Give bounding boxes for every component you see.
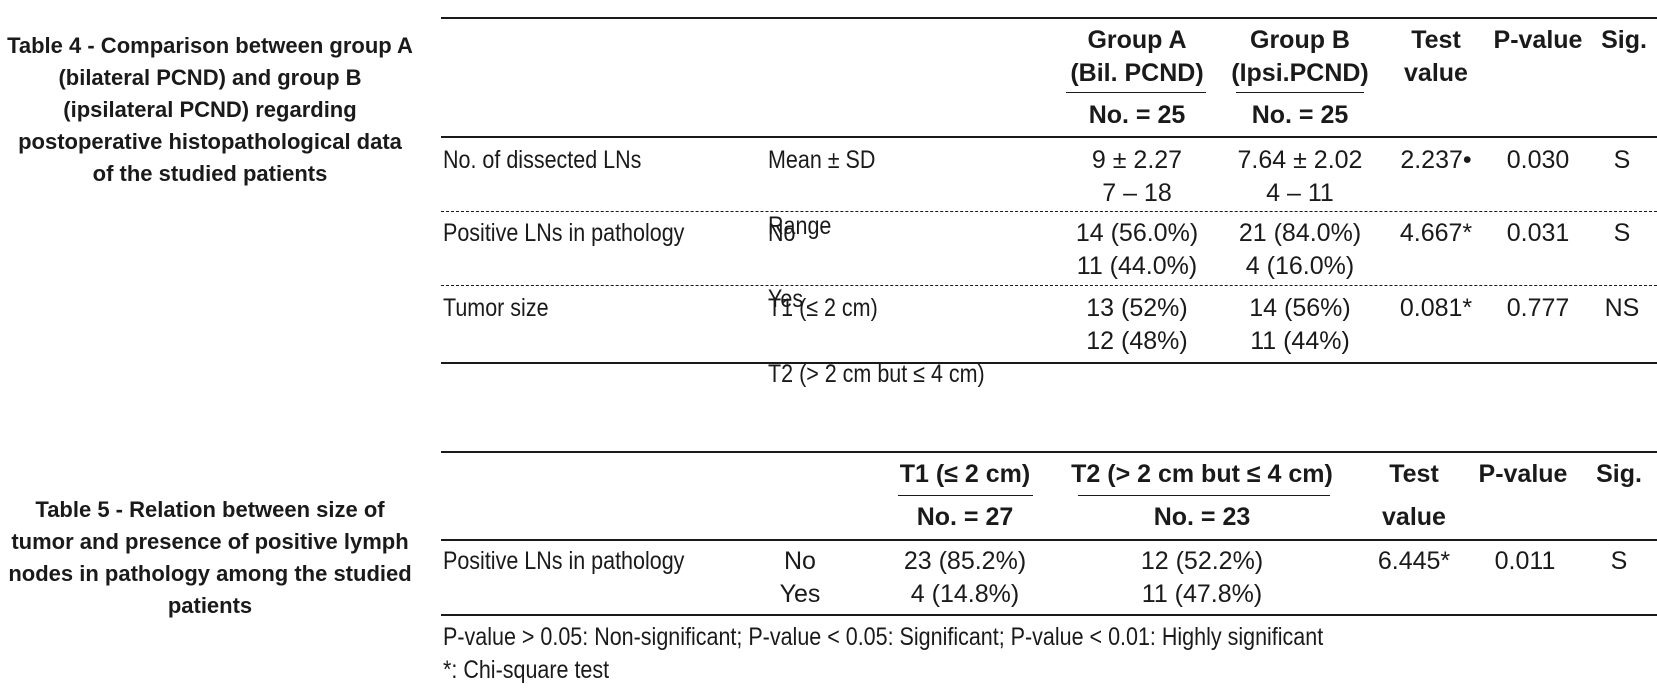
table5-t1-underline bbox=[898, 495, 1033, 496]
table4-cell-b: 7.64 ± 2.02 4 – 11 bbox=[1237, 146, 1363, 207]
table4-cell-p: 0.777 bbox=[1506, 294, 1570, 322]
table5-caption: Table 5 - Relation between size of tumor… bbox=[0, 494, 420, 622]
table4-cell-b: 14 (56%) 11 (44%) bbox=[1249, 294, 1351, 355]
table5-caption-line: nodes in pathology among the studied bbox=[8, 561, 412, 586]
table4-header-test: Test value bbox=[1404, 26, 1468, 87]
table5-header-t1: T1 (≤ 2 cm) bbox=[899, 460, 1031, 488]
table4-row-divider bbox=[441, 285, 1657, 286]
table5-header-n-t1: No. = 27 bbox=[916, 503, 1014, 531]
table4-cell-b: 21 (84.0%) 4 (16.0%) bbox=[1238, 219, 1362, 280]
table4-row-label: Positive LNs in pathology bbox=[443, 219, 685, 247]
table4-bottom-rule bbox=[441, 362, 1657, 364]
table5-cell-sig: S bbox=[1610, 547, 1628, 575]
table4-row-sub: No Yes bbox=[768, 219, 804, 313]
table4-row-divider bbox=[441, 211, 1657, 212]
table5-row-label: Positive LNs in pathology bbox=[443, 547, 685, 575]
table5-cell-t1: 23 (85.2%) 4 (14.8%) bbox=[903, 547, 1027, 608]
table4-caption-line: postoperative histopathological data bbox=[18, 129, 402, 154]
table5-caption-line: patients bbox=[167, 593, 253, 618]
table4-cell-p: 0.030 bbox=[1506, 146, 1570, 174]
table4-row-sub: Mean ± SD Range bbox=[768, 146, 876, 240]
table5-cell-t2: 12 (52.2%) 11 (47.8%) bbox=[1140, 547, 1264, 608]
table5-t2-underline bbox=[1078, 495, 1330, 496]
table4-group-b-underline bbox=[1236, 92, 1364, 93]
table4-caption-line: (ipsilateral PCND) regarding bbox=[63, 97, 357, 122]
table4-caption-line: Table 4 - Comparison between group A bbox=[7, 33, 413, 58]
table4-cell-test: 4.667* bbox=[1399, 219, 1473, 247]
table4-group-a-underline bbox=[1066, 92, 1206, 93]
table4-cell-a: 14 (56.0%) 11 (44.0%) bbox=[1075, 219, 1199, 280]
table4-row-label: Tumor size bbox=[443, 294, 549, 322]
table4-row-label: No. of dissected LNs bbox=[443, 146, 642, 174]
table5-bottom-rule bbox=[441, 614, 1657, 616]
table5-header-rule bbox=[441, 539, 1657, 541]
table5-row-sub: No Yes bbox=[779, 547, 821, 608]
table4-caption-line: of the studied patients bbox=[92, 161, 328, 186]
table4-header-group-b: Group B (Ipsi.PCND) bbox=[1231, 26, 1369, 87]
table5-header-t2: T2 (> 2 cm but ≤ 4 cm) bbox=[1071, 460, 1333, 488]
table4-row-sub: T1 (≤ 2 cm) T2 (> 2 cm but ≤ 4 cm) bbox=[768, 294, 985, 388]
table4-header-sig: Sig. bbox=[1601, 26, 1647, 54]
table4-cell-test: 0.081* bbox=[1399, 294, 1473, 322]
table4-cell-sig: NS bbox=[1604, 294, 1640, 322]
table4-cell-sig: S bbox=[1613, 146, 1631, 174]
table5-footnote: *: Chi-square test bbox=[443, 656, 610, 684]
table4-header-pvalue: P-value bbox=[1493, 26, 1583, 54]
table4-header-rule bbox=[441, 136, 1657, 138]
table5-cell-p: 0.011 bbox=[1494, 547, 1556, 575]
table4-cell-a: 13 (52%) 12 (48%) bbox=[1086, 294, 1188, 355]
table4-cell-sig: S bbox=[1613, 219, 1631, 247]
table5-caption-line: tumor and presence of positive lymph bbox=[11, 529, 409, 554]
table5-header-sig: Sig. bbox=[1596, 460, 1642, 488]
table4-caption: Table 4 - Comparison between group A (bi… bbox=[0, 30, 420, 190]
table5-footnote: P-value > 0.05: Non-significant; P-value… bbox=[443, 623, 1324, 651]
table4-cell-p: 0.031 bbox=[1506, 219, 1570, 247]
table5-caption-line: Table 5 - Relation between size of bbox=[35, 497, 385, 522]
table4-cell-test: 2.237• bbox=[1400, 146, 1472, 174]
table5-top-rule bbox=[441, 451, 1657, 453]
table4-caption-line: (bilateral PCND) and group B bbox=[58, 65, 362, 90]
table4-top-rule bbox=[441, 17, 1657, 19]
table5-header-test: Test value bbox=[1382, 460, 1446, 531]
table4-header-group-a: Group A (Bil. PCND) bbox=[1070, 26, 1204, 87]
table4-cell-a: 9 ± 2.27 7 – 18 bbox=[1091, 146, 1183, 207]
table4-header-n-b: No. = 25 bbox=[1251, 101, 1349, 129]
table5-cell-test: 6.445* bbox=[1377, 547, 1451, 575]
table5-header-pvalue: P-value bbox=[1478, 460, 1568, 488]
table5-header-n-t2: No. = 23 bbox=[1153, 503, 1251, 531]
table4-header-n-a: No. = 25 bbox=[1088, 101, 1186, 129]
